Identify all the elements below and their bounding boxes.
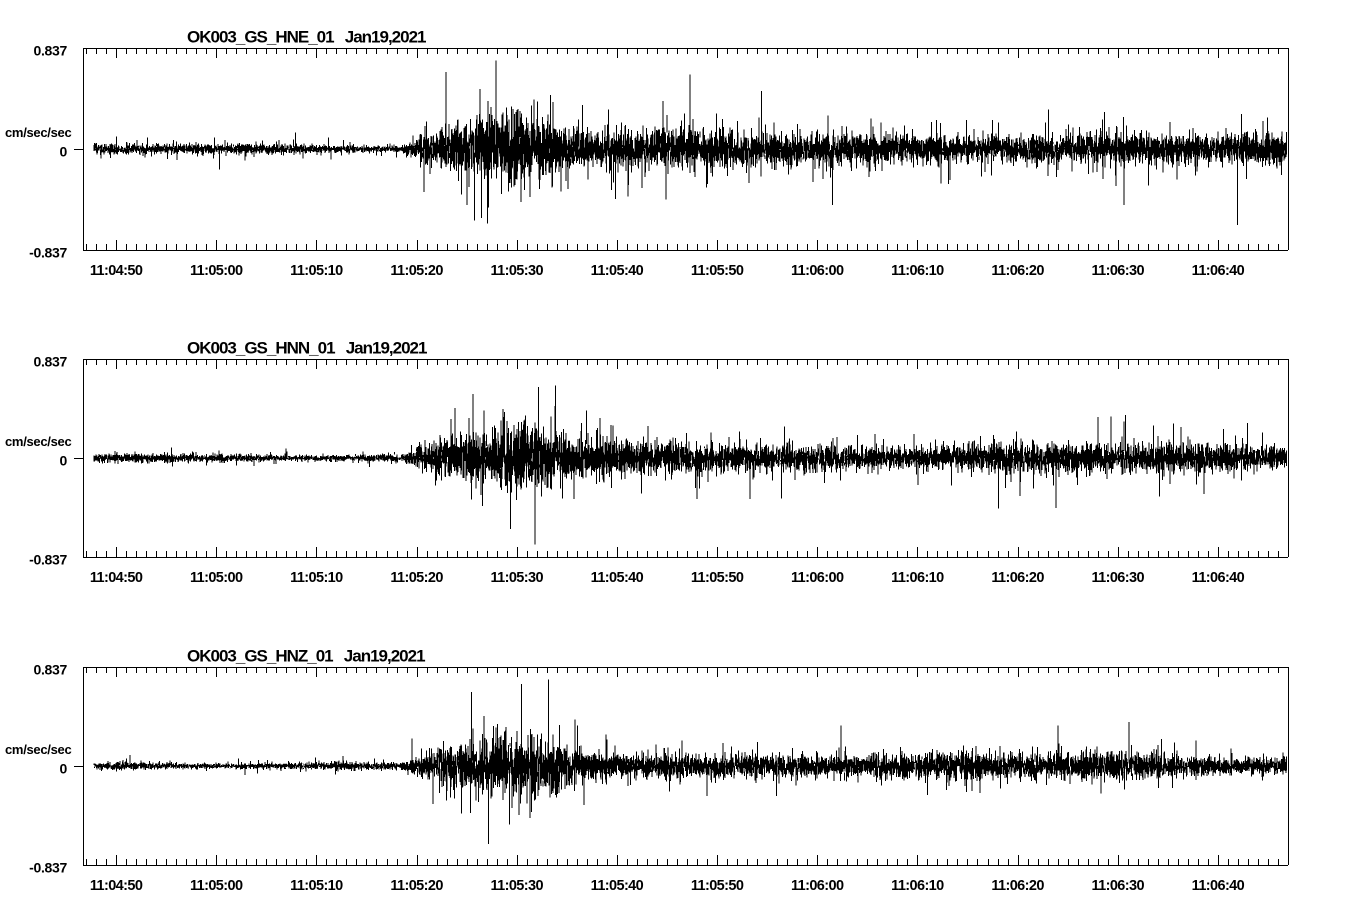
svg-text:OK003_GS_HNE_01 Jan19,2021: OK003_GS_HNE_01 Jan19,2021 bbox=[187, 28, 426, 47]
svg-text:0.837: 0.837 bbox=[33, 354, 67, 370]
svg-text:11:05:30: 11:05:30 bbox=[490, 878, 543, 894]
svg-text:0: 0 bbox=[60, 453, 68, 469]
svg-text:11:05:40: 11:05:40 bbox=[591, 878, 644, 894]
svg-text:11:06:40: 11:06:40 bbox=[1192, 570, 1245, 586]
svg-text:11:05:50: 11:05:50 bbox=[691, 263, 744, 279]
svg-text:11:05:20: 11:05:20 bbox=[390, 263, 443, 279]
svg-text:11:06:20: 11:06:20 bbox=[991, 878, 1044, 894]
svg-text:11:04:50: 11:04:50 bbox=[90, 878, 143, 894]
svg-text:11:05:20: 11:05:20 bbox=[390, 878, 443, 894]
svg-text:-0.837: -0.837 bbox=[29, 245, 67, 261]
svg-text:11:06:20: 11:06:20 bbox=[991, 263, 1044, 279]
svg-text:0.837: 0.837 bbox=[33, 662, 67, 678]
svg-text:11:05:10: 11:05:10 bbox=[290, 570, 343, 586]
svg-text:11:06:20: 11:06:20 bbox=[991, 570, 1044, 586]
svg-text:11:05:20: 11:05:20 bbox=[390, 570, 443, 586]
svg-text:11:06:00: 11:06:00 bbox=[791, 570, 844, 586]
svg-text:11:05:00: 11:05:00 bbox=[190, 570, 243, 586]
svg-text:11:06:30: 11:06:30 bbox=[1091, 263, 1144, 279]
svg-text:11:05:40: 11:05:40 bbox=[591, 570, 644, 586]
svg-text:11:04:50: 11:04:50 bbox=[90, 570, 143, 586]
svg-text:11:05:50: 11:05:50 bbox=[691, 878, 744, 894]
svg-text:11:05:50: 11:05:50 bbox=[691, 570, 744, 586]
svg-text:11:05:30: 11:05:30 bbox=[490, 570, 543, 586]
svg-text:11:06:40: 11:06:40 bbox=[1192, 878, 1245, 894]
svg-text:11:06:10: 11:06:10 bbox=[891, 878, 944, 894]
svg-text:OK003_GS_HNN_01 Jan19,2021: OK003_GS_HNN_01 Jan19,2021 bbox=[187, 339, 427, 358]
svg-text:11:05:30: 11:05:30 bbox=[490, 263, 543, 279]
svg-text:-0.837: -0.837 bbox=[29, 552, 67, 568]
svg-text:11:06:10: 11:06:10 bbox=[891, 263, 944, 279]
svg-text:0.837: 0.837 bbox=[33, 43, 67, 59]
svg-text:11:05:10: 11:05:10 bbox=[290, 263, 343, 279]
svg-text:11:05:00: 11:05:00 bbox=[190, 263, 243, 279]
svg-text:cm/sec/sec: cm/sec/sec bbox=[5, 434, 71, 449]
svg-text:11:06:00: 11:06:00 bbox=[791, 878, 844, 894]
svg-text:11:06:40: 11:06:40 bbox=[1192, 263, 1245, 279]
svg-text:11:06:30: 11:06:30 bbox=[1091, 570, 1144, 586]
svg-text:11:06:00: 11:06:00 bbox=[791, 263, 844, 279]
svg-text:OK003_GS_HNZ_01 Jan19,2021: OK003_GS_HNZ_01 Jan19,2021 bbox=[187, 647, 425, 666]
svg-text:11:05:10: 11:05:10 bbox=[290, 878, 343, 894]
svg-text:11:06:30: 11:06:30 bbox=[1091, 878, 1144, 894]
svg-text:11:05:40: 11:05:40 bbox=[591, 263, 644, 279]
svg-text:11:04:50: 11:04:50 bbox=[90, 263, 143, 279]
svg-text:0: 0 bbox=[60, 761, 68, 777]
svg-text:cm/sec/sec: cm/sec/sec bbox=[5, 125, 71, 140]
svg-text:0: 0 bbox=[60, 144, 68, 160]
svg-text:11:05:00: 11:05:00 bbox=[190, 878, 243, 894]
svg-text:11:06:10: 11:06:10 bbox=[891, 570, 944, 586]
svg-text:-0.837: -0.837 bbox=[29, 860, 67, 876]
svg-text:cm/sec/sec: cm/sec/sec bbox=[5, 742, 71, 757]
